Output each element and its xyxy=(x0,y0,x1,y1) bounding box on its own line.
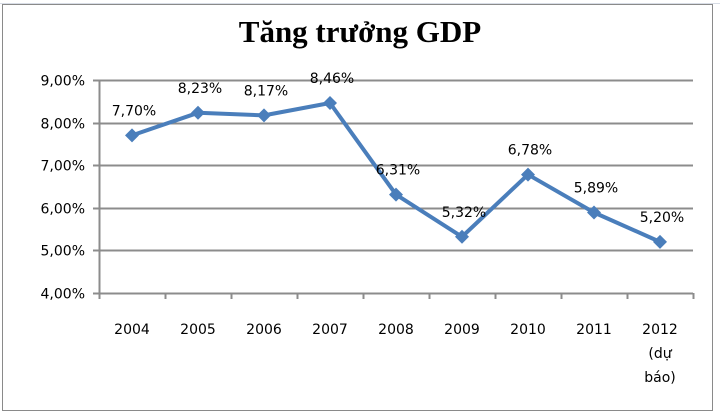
data-label: 8,46% xyxy=(310,71,354,87)
x-tick-label: 2008 xyxy=(378,322,414,338)
x-tick-label: 2005 xyxy=(180,322,216,338)
diamond-marker-icon xyxy=(455,229,469,244)
top-strip xyxy=(0,0,720,4)
data-label: 5,20% xyxy=(640,210,684,226)
x-tick-label: 2006 xyxy=(246,322,282,338)
data-label: 5,89% xyxy=(574,180,618,196)
y-axis-tick-labels: 4,00% 5,00% 6,00% 7,00% 8,00% 9,00% xyxy=(41,74,85,303)
diamond-marker-icon xyxy=(587,205,601,220)
data-label: 8,23% xyxy=(178,81,222,97)
diamond-marker-icon xyxy=(125,128,139,143)
axes xyxy=(98,80,695,299)
y-tick-label: 5,00% xyxy=(41,244,85,260)
x-tick-label: 2012 xyxy=(642,322,678,338)
x-tick-label: (dự xyxy=(648,346,672,362)
diamond-marker-icon xyxy=(521,167,535,182)
data-label: 6,78% xyxy=(508,143,552,159)
x-tick-label: 2009 xyxy=(444,322,480,338)
x-axis-tick-labels: 2004 2005 2006 2007 2008 2009 2010 2011 2012 (dự b… xyxy=(114,322,678,386)
diamond-marker-icon xyxy=(653,234,667,249)
x-tick-label: 2011 xyxy=(576,322,612,338)
gridlines xyxy=(93,79,693,295)
diamond-marker-icon xyxy=(257,108,271,123)
diamond-marker-icon xyxy=(389,187,403,202)
x-tick-label: 2004 xyxy=(114,322,150,338)
x-tick-label: 2007 xyxy=(312,322,348,338)
x-tick-label: báo) xyxy=(644,370,676,386)
diamond-marker-icon xyxy=(323,96,337,111)
x-tick-label: 2010 xyxy=(510,322,546,338)
y-tick-label: 9,00% xyxy=(41,74,85,90)
data-label: 7,70% xyxy=(112,103,156,119)
y-tick-label: 8,00% xyxy=(41,117,85,133)
y-tick-label: 6,00% xyxy=(41,202,85,218)
data-label: 8,17% xyxy=(244,83,288,99)
data-labels: 7,70% 8,23% 8,17% 8,46% 6,31% 5,32% 6,78% 5,89%… xyxy=(112,71,684,226)
diamond-marker-icon xyxy=(191,105,205,120)
y-tick-label: 4,00% xyxy=(41,287,85,303)
chart-title: Tăng trưởng GDP xyxy=(238,14,482,49)
data-label: 6,31% xyxy=(376,163,420,179)
data-label: 5,32% xyxy=(442,205,486,221)
data-series xyxy=(125,96,667,249)
y-tick-label: 7,00% xyxy=(41,159,85,175)
